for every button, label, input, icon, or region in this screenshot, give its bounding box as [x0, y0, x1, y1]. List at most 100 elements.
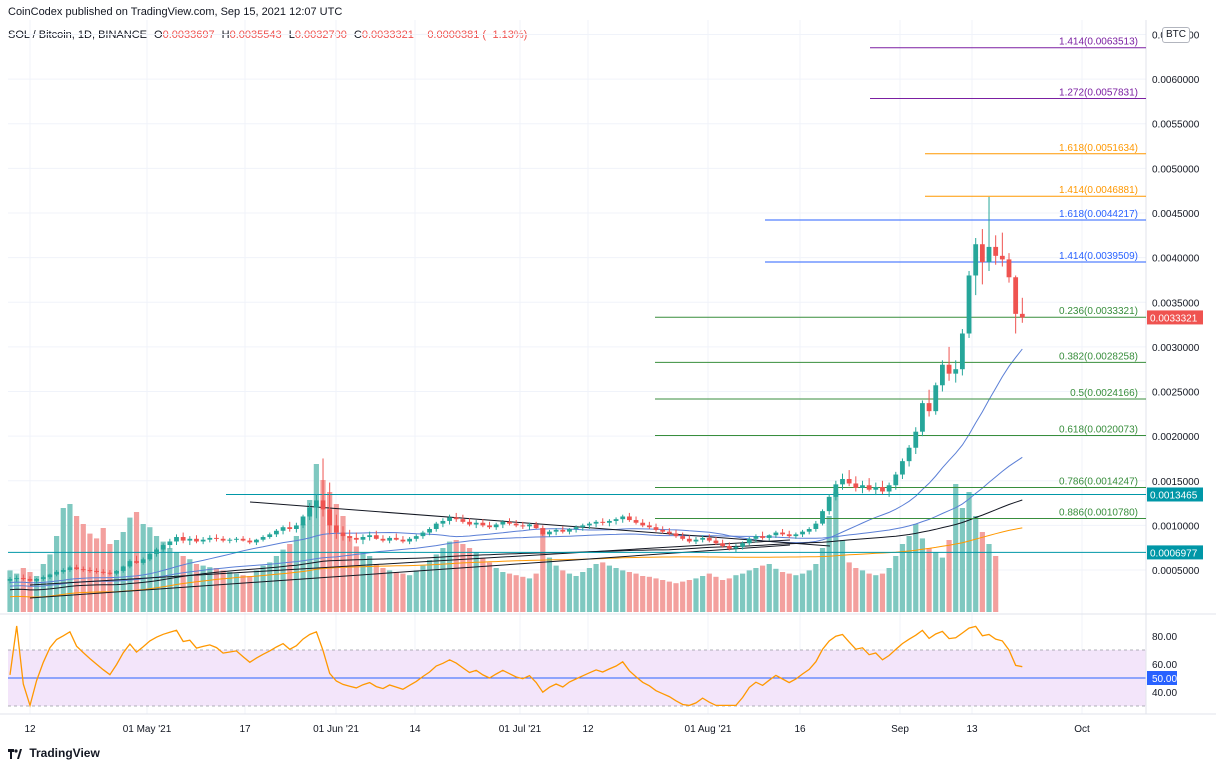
volume-bar [933, 552, 939, 612]
volume-bar [746, 570, 752, 612]
candle-body [686, 538, 692, 542]
symbol-title: SOL / Bitcoin, 1D, BINANCE [8, 29, 147, 41]
candle-body [274, 530, 279, 535]
candle-body [753, 536, 759, 539]
candle-body [227, 539, 233, 541]
candle-body [20, 578, 26, 580]
candle-body [280, 527, 286, 531]
volume-bar [526, 578, 533, 612]
candle-body [520, 525, 526, 527]
volume-bar [513, 575, 519, 612]
fib-level-label: 0.382(0.0028258) [1059, 351, 1138, 362]
candle-body [167, 541, 173, 546]
candle-body [207, 537, 213, 540]
ema-long-line [9, 527, 1023, 598]
candle-body [327, 509, 333, 526]
volume-bar [486, 562, 493, 612]
volume-bar [20, 568, 26, 612]
candle-body [74, 567, 79, 570]
trendline-upper [249, 501, 831, 547]
volume-bar [500, 572, 506, 612]
fib-level-label: 1.272(0.0057831) [1059, 87, 1138, 98]
volume-bar [700, 576, 706, 612]
candle-body [400, 539, 406, 542]
volume-bar [387, 570, 393, 612]
candle-body [493, 524, 499, 528]
volume-bar [446, 541, 453, 612]
volume-bar [926, 548, 932, 612]
time-tick-label: 01 Jul '21 [499, 724, 542, 735]
candle-body [733, 546, 739, 549]
volume-bar [766, 564, 772, 612]
volume-bar [793, 575, 799, 612]
volume-bar [733, 575, 739, 612]
volume-bar [773, 568, 779, 612]
volume-bar [113, 540, 120, 612]
candle-body [234, 538, 239, 540]
volume-bar [287, 544, 293, 612]
candle-body [353, 537, 359, 540]
candle-body [420, 532, 426, 537]
candle-body [433, 523, 439, 529]
volume-bar [839, 540, 846, 612]
candle-body [866, 485, 872, 490]
volume-bar [27, 572, 33, 612]
volume-bar [493, 568, 499, 612]
candle-body [713, 540, 719, 544]
candle-body [620, 516, 626, 520]
candle-body [180, 537, 186, 541]
candle-body [47, 574, 53, 578]
candle-body [300, 516, 306, 526]
candle-body [313, 500, 319, 508]
candle-body [60, 570, 66, 572]
candle-body [460, 519, 466, 522]
candle-body [580, 525, 586, 528]
time-axis: 12 01 May '21 17 01 Jun '21 14 01 Jul '21 12 01… [24, 724, 1090, 735]
time-tick-label: 01 Aug '21 [685, 724, 732, 735]
candle-body [940, 364, 945, 386]
volume-bar [307, 500, 313, 612]
candle-body [993, 246, 999, 256]
candle-body [873, 487, 879, 490]
volume-bar [413, 570, 419, 612]
volume-bar [626, 572, 632, 612]
candle-body [726, 545, 732, 549]
volume-bar [393, 572, 399, 612]
volume-bar [213, 568, 220, 612]
candle-body [840, 478, 845, 485]
volume-bar [187, 559, 193, 612]
volume-bar [759, 565, 766, 612]
candle-body [473, 522, 479, 525]
candle-body [240, 538, 246, 541]
volume-bar [273, 556, 279, 612]
volume-bar [353, 546, 359, 612]
volume-bar [859, 570, 866, 612]
time-tick-label: 16 [794, 724, 806, 735]
fib-level-label: 0.5(0.0024166) [1070, 388, 1138, 399]
price-tick-label: 0.0035000 [1152, 298, 1200, 309]
volume-bar [666, 581, 672, 612]
candle-body [693, 539, 699, 542]
currency-badge[interactable]: BTC [1162, 27, 1190, 43]
time-tick-label: 12 [582, 724, 594, 735]
volume-bar [227, 572, 233, 612]
volume-bar [67, 504, 73, 612]
fib-level-label: 0.236(0.0033321) [1059, 306, 1138, 317]
candle-body [653, 527, 659, 530]
volume-bar [919, 538, 926, 612]
volume-bar [506, 573, 513, 612]
open-label: O [154, 29, 163, 41]
candle-body [413, 536, 419, 539]
candle-body [826, 496, 832, 512]
volume-bar [347, 536, 353, 612]
candle-body [773, 532, 779, 536]
candle-body [846, 478, 852, 484]
volume-bar [646, 576, 652, 612]
candle-body [427, 528, 432, 533]
candle-body [986, 246, 992, 263]
volume-bar [34, 576, 40, 612]
candle-body [700, 537, 706, 540]
candle-body [293, 525, 299, 529]
candle-body [40, 577, 46, 579]
